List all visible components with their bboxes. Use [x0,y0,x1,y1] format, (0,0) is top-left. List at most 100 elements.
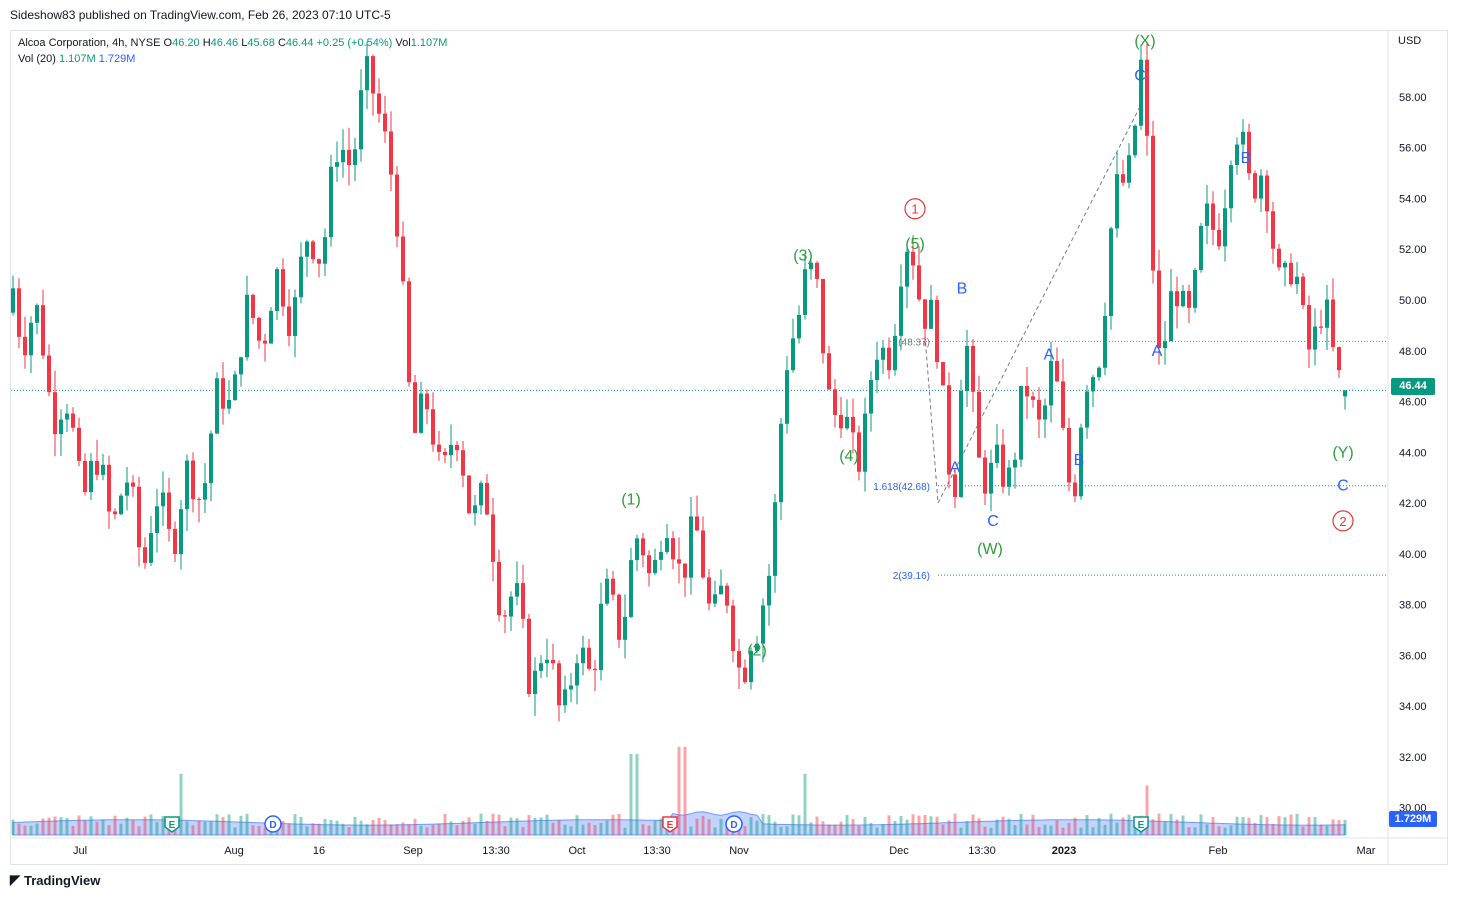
candle-body [1025,385,1029,397]
volume-bar [743,826,747,835]
volume-bar [629,754,633,835]
volume-bar [563,824,567,835]
candle-body [587,647,591,669]
candle-body [851,416,855,433]
candle-body [1313,326,1317,350]
volume-bar [851,819,855,835]
candle-body [1235,144,1239,166]
wave-label: (5) [905,236,925,253]
volume-bar [1289,814,1293,835]
candle-body [1205,203,1209,226]
candle-body [611,578,615,595]
volume-bar [557,820,561,835]
wave-label: A [1152,343,1163,360]
volume-bar [605,820,609,835]
candle-body [599,603,603,671]
candle-body [1103,316,1107,368]
candle-body [791,338,795,371]
candle-body [905,251,909,287]
candle-body [719,585,723,595]
volume-bar [1265,817,1269,835]
wave-label: 1 [911,202,918,217]
volume-bar [1241,816,1245,835]
volume-bar [479,813,483,835]
volume-bar [1223,827,1227,835]
candle-body [203,483,207,500]
volume-bar [125,817,129,835]
candle-body [233,374,237,401]
candle-body [557,663,561,706]
candle-body [929,299,933,329]
volume-bar [1259,815,1263,835]
candle-body [1217,229,1221,247]
volume-bar [1091,827,1095,835]
candle-body [1295,276,1299,285]
volume-bar [71,825,75,835]
candle-body [155,506,159,534]
volume-bar [29,825,33,835]
volume-badge: 1.729M [1389,811,1437,827]
candle-body [887,347,891,371]
candle-body [1145,59,1149,136]
volume-bar [1283,817,1287,835]
volume-bar [407,824,411,835]
candle-body [1061,381,1065,428]
x-tick-label: 13:30 [968,845,996,857]
candle-body [635,538,639,561]
candle-body [749,650,753,683]
volume-bar [1109,813,1113,835]
event-marker-label: D [730,820,737,831]
volume-bar [83,820,87,835]
candle-body [503,615,507,617]
volume-bar [893,820,897,835]
tradingview-footer[interactable]: ◤ TradingView [10,872,100,888]
candle-body [551,659,555,664]
volume-bar [461,820,465,835]
x-tick-label: Dec [889,845,909,857]
y-tick-label: 34.00 [1399,701,1427,713]
candle-body [713,594,717,604]
candle-body [317,259,321,264]
x-tick-label: 13:30 [643,845,671,857]
candle-body [461,450,465,476]
volume-bar [1001,816,1005,835]
candle-body [695,516,699,531]
volume-bar [569,826,573,835]
candle-body [797,314,801,339]
volume-bar [89,816,93,835]
volume-bar [437,823,441,835]
volume-bar [767,815,771,835]
candle-body [1181,290,1185,307]
volume-bar [1217,826,1221,835]
tradingview-logo-icon: ◤ [10,872,20,887]
volume-bar [1235,816,1239,835]
wave-label: B [957,281,968,298]
volume-bar [1055,820,1059,835]
volume-bar [233,827,237,835]
candle-body [1163,341,1167,349]
volume-bar [1043,824,1047,835]
volume-bar [1301,826,1305,835]
volume-bar [413,818,417,835]
volume-bar [869,822,873,835]
volume-bar [599,823,603,835]
volume-bar [965,821,969,835]
brand-name: TradingView [24,872,101,888]
volume-bar [245,813,249,835]
candle-body [227,400,231,409]
volume-bar [749,817,753,835]
candle-body [575,663,579,686]
candle-body [1307,304,1311,350]
volume-bar [551,822,555,835]
volume-bar [1253,822,1257,835]
candle-body [329,166,333,238]
volume-bar [455,825,459,835]
volume-bar [953,813,957,835]
candle-body [347,149,351,166]
candle-body [1271,211,1275,249]
candle-body [629,560,633,617]
candle-body [1121,174,1125,183]
x-tick-label: Sep [403,845,423,857]
volume-bar [545,814,549,835]
